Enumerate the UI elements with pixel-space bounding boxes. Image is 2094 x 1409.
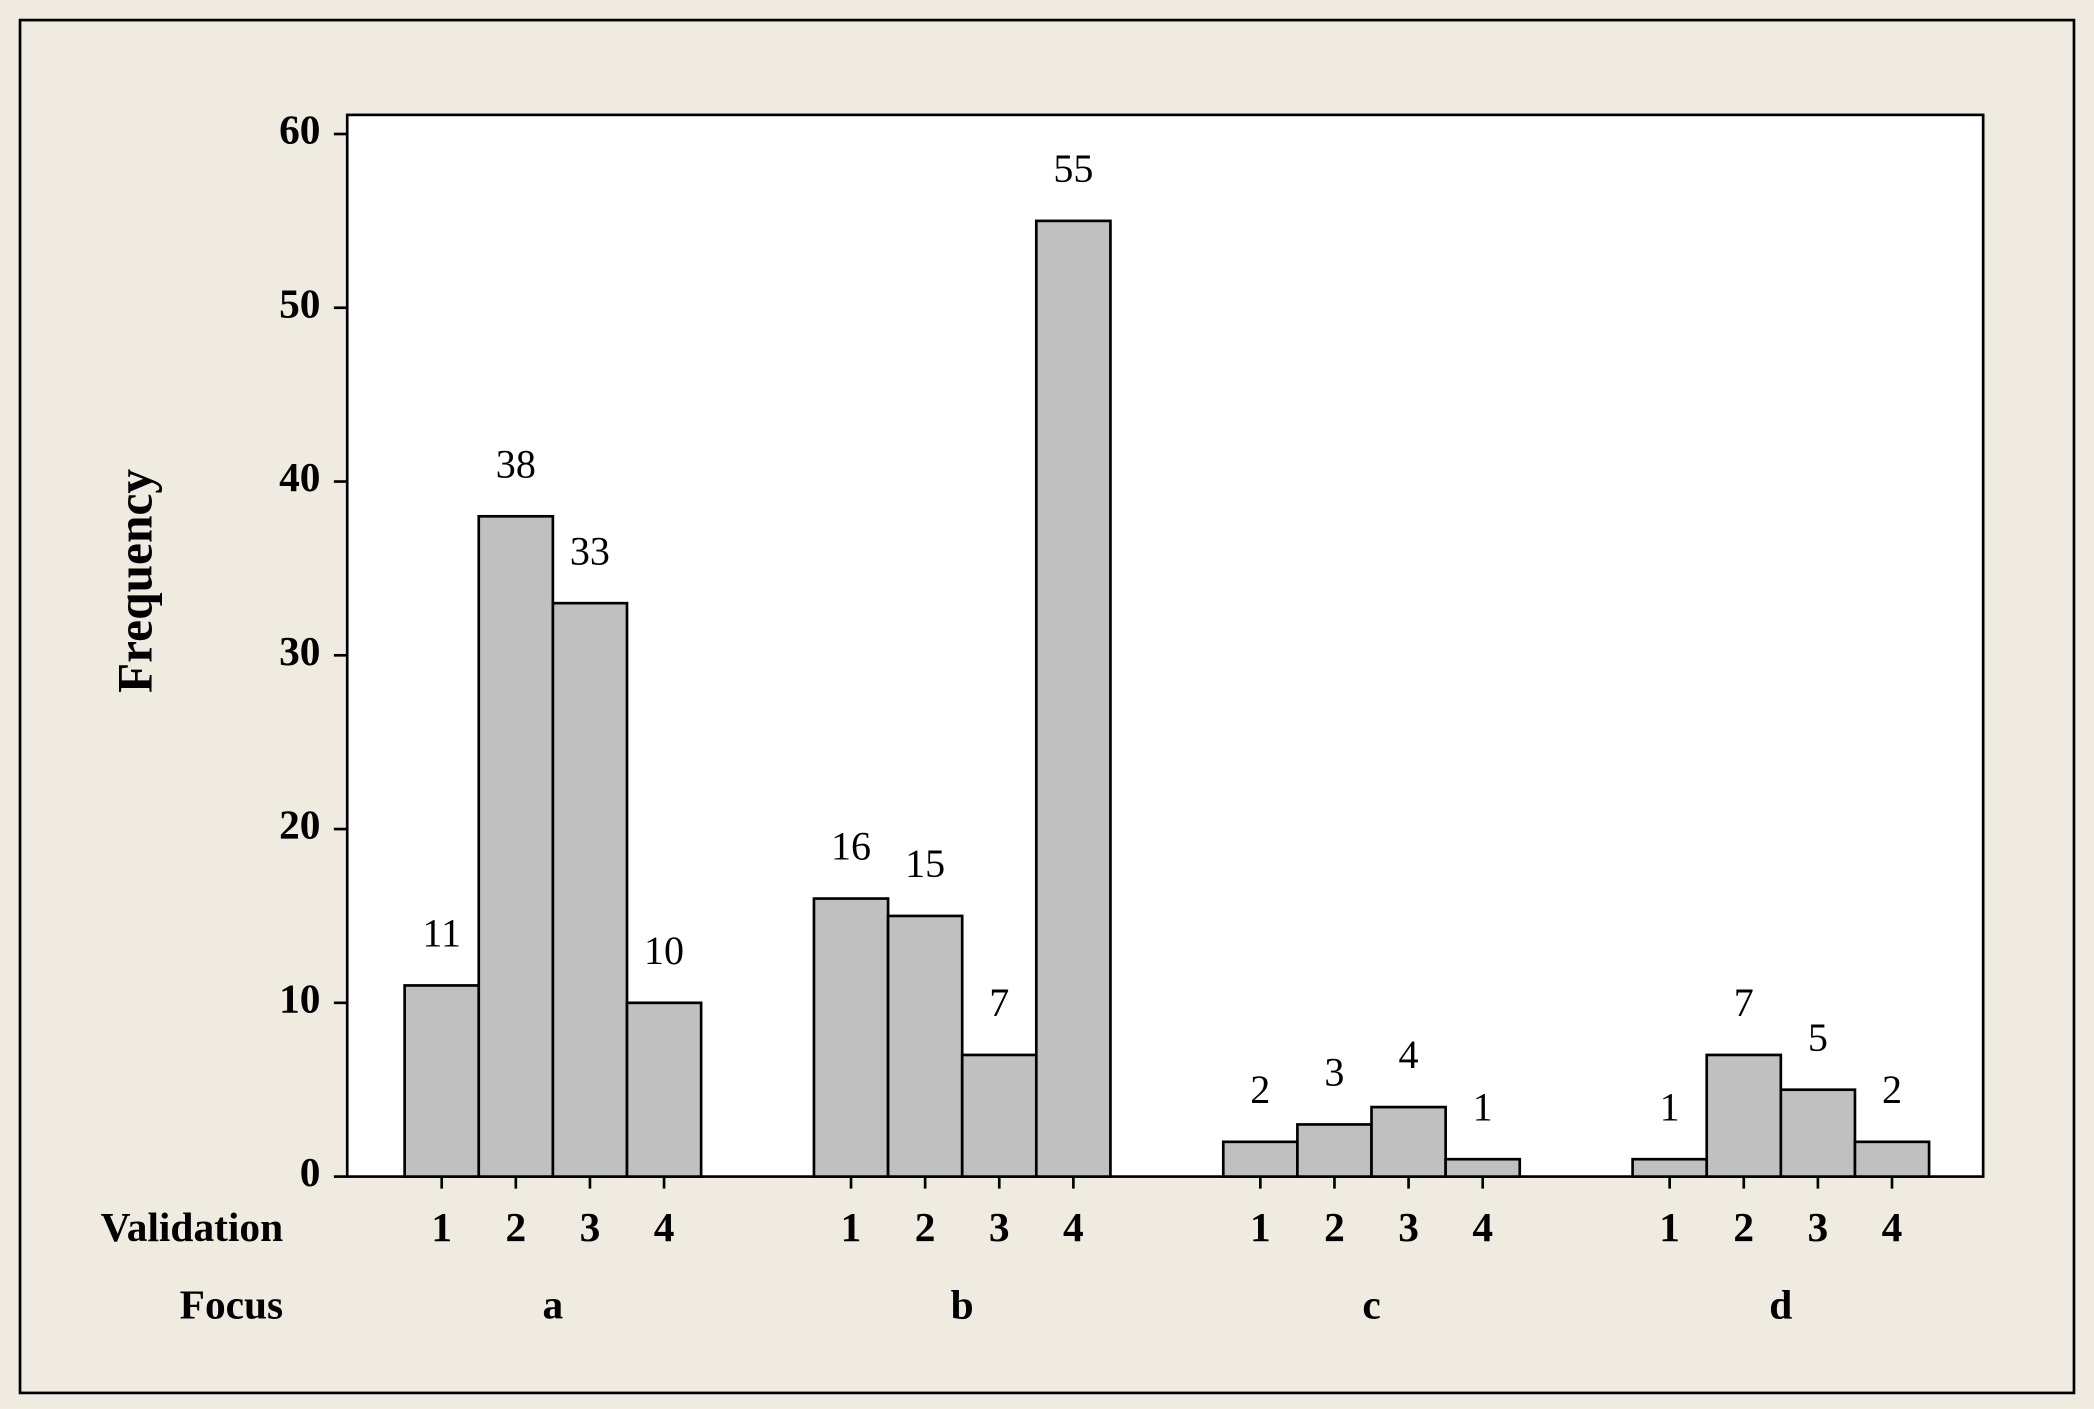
x-tick-label: 4 <box>1063 1204 1084 1250</box>
value-label: 3 <box>1324 1050 1344 1095</box>
x-tick-label: 1 <box>841 1204 862 1250</box>
bar <box>960 1053 1038 1178</box>
x-tick-label: 2 <box>1733 1204 1754 1250</box>
value-label: 2 <box>1250 1067 1270 1112</box>
y-tick-label: 10 <box>279 975 320 1021</box>
level-label: Validation <box>101 1204 283 1250</box>
y-tick-label: 20 <box>279 802 320 848</box>
bar <box>1034 219 1112 1178</box>
bar <box>812 897 890 1178</box>
bar <box>403 984 481 1178</box>
x-tick-label: 2 <box>505 1204 526 1250</box>
value-label: 5 <box>1808 1015 1828 1060</box>
group-label: c <box>1362 1281 1380 1327</box>
value-label: 4 <box>1399 1032 1419 1077</box>
bar <box>625 1001 703 1178</box>
bar <box>1370 1105 1447 1178</box>
bar <box>1705 1053 1783 1178</box>
bar <box>1221 1140 1299 1178</box>
x-tick-label: 2 <box>915 1204 936 1250</box>
bar <box>1853 1140 1931 1178</box>
level-label: Focus <box>180 1281 283 1327</box>
value-label: 1 <box>1473 1084 1493 1129</box>
x-tick-label: 1 <box>431 1204 452 1250</box>
x-tick-label: 4 <box>1882 1204 1903 1250</box>
x-tick-label: 1 <box>1250 1204 1271 1250</box>
x-tick-label: 3 <box>1808 1204 1829 1250</box>
x-tick-label: 1 <box>1659 1204 1680 1250</box>
value-label: 10 <box>644 928 684 973</box>
frame <box>18 18 2076 1395</box>
y-tick-label: 30 <box>279 628 320 674</box>
bar <box>551 601 629 1178</box>
value-label: 55 <box>1053 146 1093 191</box>
x-tick-label: 3 <box>989 1204 1010 1250</box>
group-label: a <box>543 1281 564 1327</box>
value-label: 33 <box>570 528 610 573</box>
x-tick-label: 2 <box>1324 1204 1345 1250</box>
value-label: 7 <box>1734 980 1754 1025</box>
bar <box>1444 1157 1522 1178</box>
y-axis-label: Frequency <box>108 469 163 693</box>
value-label: 7 <box>989 980 1009 1025</box>
bar <box>477 514 555 1178</box>
bar <box>1631 1157 1709 1178</box>
y-tick-label: 0 <box>300 1149 321 1195</box>
value-label: 2 <box>1882 1067 1902 1112</box>
x-tick-label: 3 <box>580 1204 601 1250</box>
y-tick-label: 60 <box>279 107 320 153</box>
x-tick-label: 3 <box>1398 1204 1419 1250</box>
value-label: 11 <box>422 911 461 956</box>
group-label: d <box>1769 1281 1792 1327</box>
value-label: 1 <box>1660 1084 1680 1129</box>
value-label: 38 <box>496 441 536 486</box>
value-label: 16 <box>831 824 871 869</box>
x-tick-label: 4 <box>1472 1204 1493 1250</box>
bar <box>1296 1123 1373 1178</box>
y-tick-label: 40 <box>279 454 320 500</box>
group-label: b <box>951 1281 974 1327</box>
x-tick-label: 4 <box>654 1204 675 1250</box>
value-label: 15 <box>905 841 945 886</box>
bar <box>1779 1088 1857 1178</box>
bar <box>886 914 964 1178</box>
y-tick-label: 50 <box>279 280 320 326</box>
